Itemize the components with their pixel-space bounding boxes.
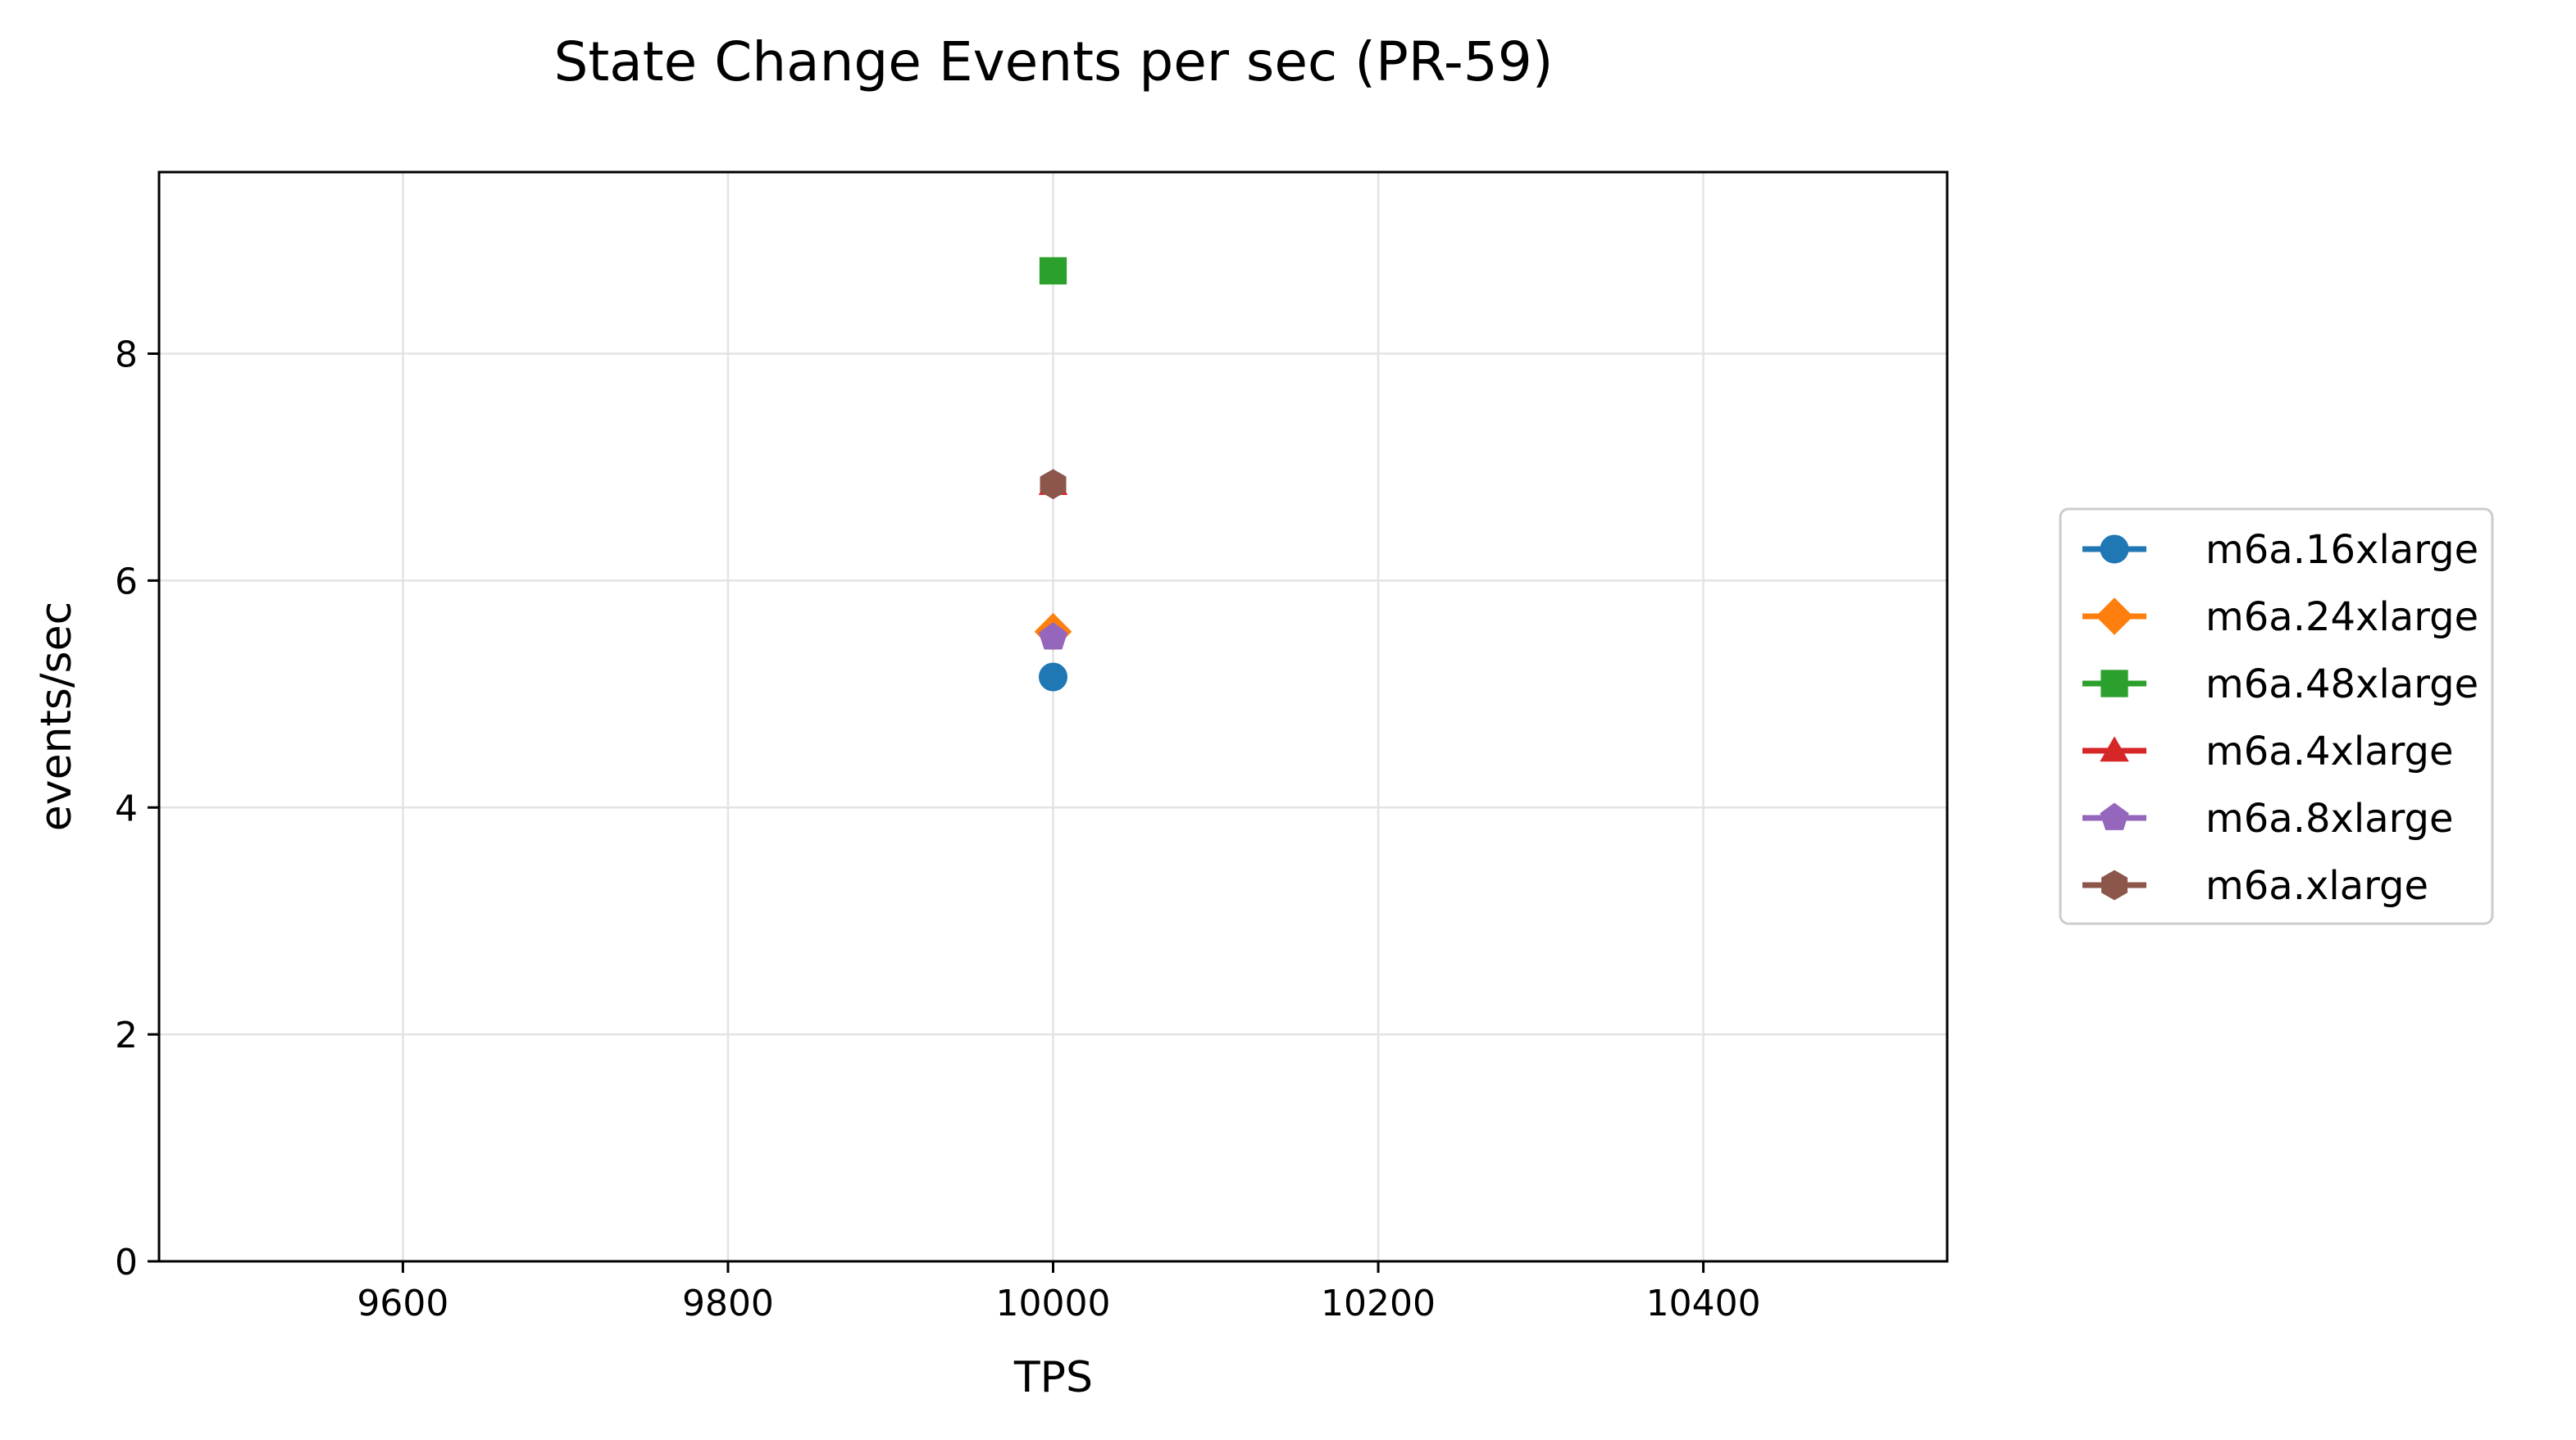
legend-item: m6a.48xlarge (2082, 661, 2478, 707)
x-tick-label: 9600 (357, 1283, 448, 1324)
x-tick-label: 9800 (682, 1283, 774, 1324)
legend-item: m6a.8xlarge (2082, 796, 2454, 842)
legend-marker (2100, 802, 2129, 830)
data-point (1039, 662, 1067, 692)
legend-frame (2059, 507, 2494, 925)
legend-label: m6a.48xlarge (2205, 661, 2478, 707)
y-tick-label: 2 (115, 1015, 138, 1056)
data-point (1038, 622, 1068, 650)
legend-marker (2100, 534, 2129, 564)
data-point (1039, 257, 1067, 285)
data-point (1040, 469, 1067, 500)
legend-label: m6a.24xlarge (2205, 594, 2478, 640)
y-tick-label: 8 (115, 334, 138, 376)
legend-item: m6a.16xlarge (2082, 527, 2478, 573)
x-tick-label: 10000 (996, 1283, 1111, 1324)
y-axis: 0 2 4 6 8 (115, 334, 159, 1283)
x-axis-title: TPS (1013, 1353, 1093, 1402)
legend-marker (2100, 670, 2128, 697)
data-points (1034, 257, 1072, 692)
legend-label: m6a.16xlarge (2205, 527, 2478, 573)
legend-label: m6a.8xlarge (2205, 796, 2454, 842)
y-tick-label: 0 (115, 1242, 138, 1283)
legend-item: m6a.24xlarge (2082, 594, 2478, 640)
y-tick-label: 6 (115, 561, 138, 602)
legend-marker (2096, 597, 2133, 635)
legend-marker (2100, 736, 2129, 762)
legend: m6a.16xlarge m6a.24xlarge m6a.48xlarge m6a.… (2059, 507, 2494, 925)
legend-label: m6a.4xlarge (2205, 729, 2454, 775)
legend-marker (2101, 870, 2128, 901)
y-axis-title: events/sec (32, 602, 81, 831)
x-axis: 9600 9800 10000 10200 10400 (357, 1261, 1761, 1324)
legend-item: m6a.xlarge (2082, 863, 2428, 909)
x-tick-label: 10200 (1321, 1283, 1436, 1324)
legend-label: m6a.xlarge (2205, 863, 2428, 909)
legend-item: m6a.4xlarge (2082, 729, 2454, 775)
y-tick-label: 4 (115, 788, 138, 829)
x-tick-label: 10400 (1646, 1283, 1761, 1324)
grid (159, 172, 1947, 1263)
chart-title: State Change Events per sec (PR-59) (554, 30, 1554, 93)
